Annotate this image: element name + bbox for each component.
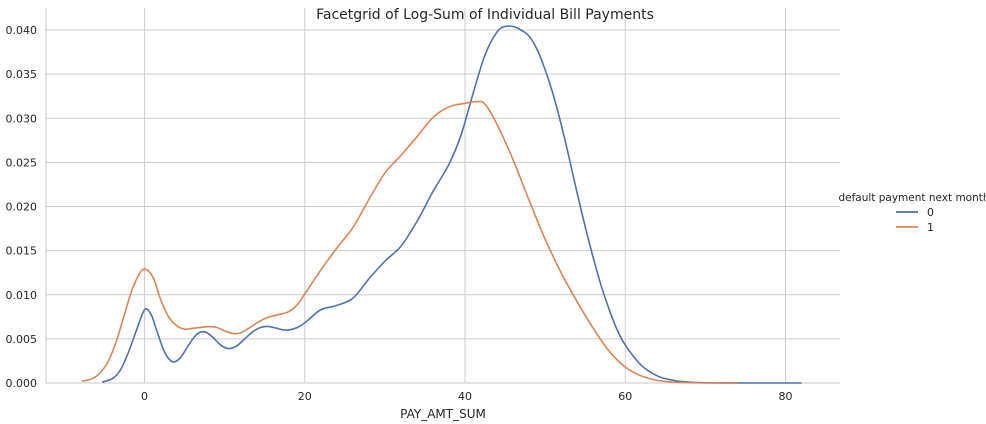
x-tick-label: 40 xyxy=(458,390,472,403)
x-tick-label: 80 xyxy=(779,390,793,403)
legend: default payment next month 0 1 xyxy=(838,192,986,234)
x-tick-label: 0 xyxy=(141,390,148,403)
y-tick-label: 0.010 xyxy=(6,289,38,302)
legend-label-1: 1 xyxy=(927,221,934,234)
y-tick-label: 0.035 xyxy=(6,68,38,81)
y-tick-label: 0.000 xyxy=(6,377,38,390)
x-tick-label: 60 xyxy=(618,390,632,403)
axes xyxy=(45,8,840,384)
tick-labels: 0 20 40 60 80 0.000 0.005 0.010 0.015 0.020 0.025 0… xyxy=(6,24,793,403)
grid xyxy=(46,8,840,383)
y-tick-label: 0.040 xyxy=(6,24,38,37)
legend-label-0: 0 xyxy=(927,206,934,219)
series-line-1 xyxy=(81,100,738,384)
y-tick-label: 0.030 xyxy=(6,112,38,125)
series-lines xyxy=(81,25,802,384)
series-line-0 xyxy=(101,25,802,384)
x-tick-label: 20 xyxy=(298,390,312,403)
y-tick-label: 0.015 xyxy=(6,245,38,258)
chart-title: Facetgrid of Log-Sum of Individual Bill … xyxy=(316,7,654,23)
legend-title: default payment next month xyxy=(838,192,986,204)
x-axis-title: PAY_AMT_SUM xyxy=(400,407,486,421)
y-tick-label: 0.020 xyxy=(6,201,38,214)
y-tick-label: 0.025 xyxy=(6,156,38,169)
y-tick-label: 0.005 xyxy=(6,333,38,346)
